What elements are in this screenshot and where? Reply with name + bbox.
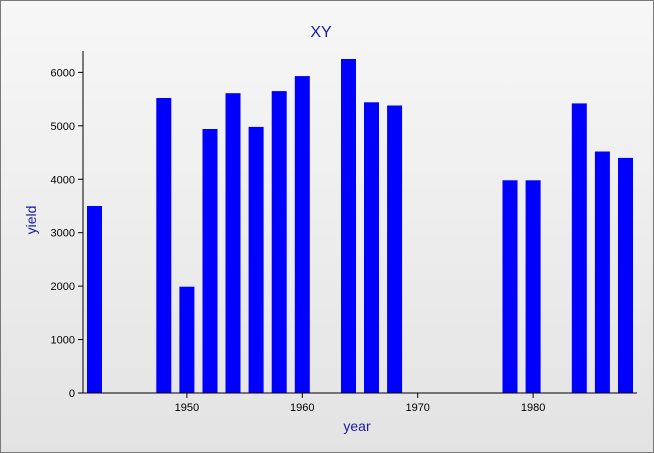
- y-tick-label: 3000: [51, 228, 75, 240]
- x-tick-label: 1980: [521, 402, 545, 414]
- x-axis-label: year: [343, 418, 371, 434]
- bar-1952: [202, 129, 218, 393]
- y-tick-label: 0: [69, 388, 75, 400]
- bar-1958: [271, 91, 287, 393]
- y-tick-label: 1000: [51, 335, 75, 347]
- bar-1986: [594, 151, 610, 393]
- bar-1988: [618, 157, 633, 393]
- y-axis-ticks: 0 1000 2000 3000 4000 5000 6000: [51, 67, 83, 400]
- bar-1950: [179, 286, 195, 393]
- bar-1960: [294, 76, 310, 393]
- y-tick-label: 5000: [51, 121, 75, 133]
- bar-1980: [525, 180, 541, 393]
- bar-1948: [156, 98, 172, 393]
- y-tick-label: 4000: [51, 174, 75, 186]
- y-axis-label: yield: [23, 206, 39, 235]
- x-axis-ticks: 1950 1960 1970 1980: [175, 393, 545, 414]
- bar-1942: [87, 206, 102, 393]
- y-tick-label: 6000: [51, 67, 75, 79]
- bar-1964: [341, 59, 356, 393]
- x-tick-label: 1960: [290, 402, 314, 414]
- x-tick-label: 1970: [405, 402, 429, 414]
- y-tick-label: 2000: [51, 281, 75, 293]
- bar-1984: [571, 103, 587, 394]
- bar-1966: [364, 102, 379, 394]
- chart-title: XY: [310, 24, 332, 41]
- bar-1954: [225, 93, 241, 393]
- bar-1956: [248, 126, 264, 394]
- bar-1968: [387, 105, 403, 393]
- x-tick-label: 1950: [175, 402, 199, 414]
- bar-1978: [502, 180, 518, 393]
- bars-group: [87, 59, 633, 394]
